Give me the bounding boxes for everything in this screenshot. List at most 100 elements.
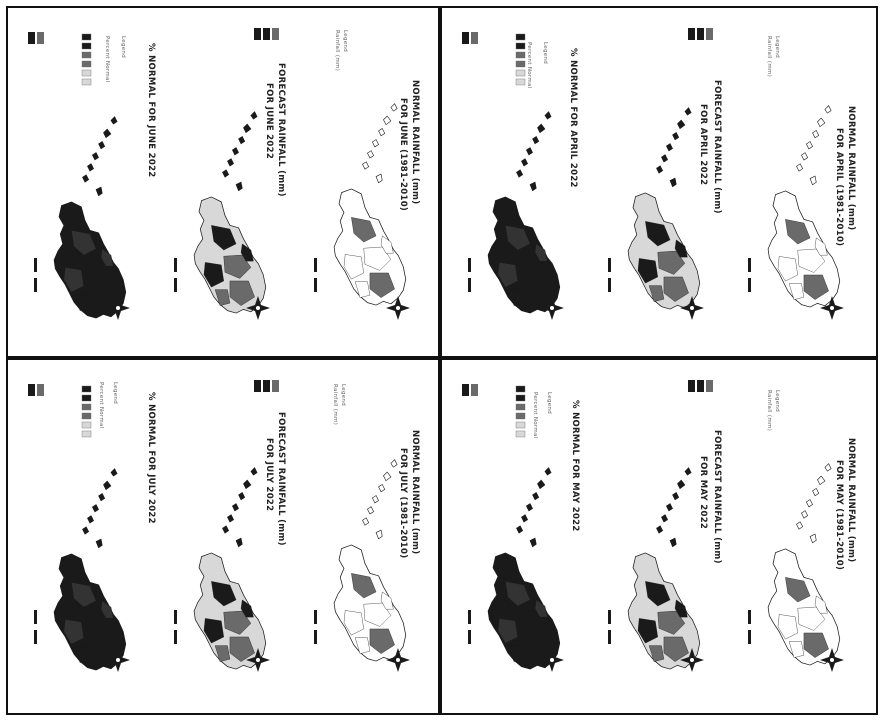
island-shape bbox=[227, 158, 235, 167]
district-shape bbox=[74, 294, 91, 311]
island-shape bbox=[375, 529, 383, 540]
legend-swatches bbox=[81, 33, 92, 86]
scale-bar bbox=[748, 610, 751, 644]
island-shape bbox=[805, 499, 813, 508]
island-shape bbox=[669, 177, 677, 188]
scale-bar bbox=[748, 258, 751, 292]
legend-swatches bbox=[515, 385, 526, 438]
island-shape bbox=[362, 517, 370, 526]
district-shape bbox=[814, 595, 828, 614]
legend-rainfall-label: Rainfall (mm) bbox=[766, 390, 772, 432]
island-shape bbox=[238, 491, 246, 501]
scale-bar bbox=[34, 610, 37, 644]
district-shape bbox=[534, 243, 548, 262]
district-shape bbox=[657, 610, 686, 635]
island-shape bbox=[87, 515, 95, 524]
district-shape bbox=[83, 611, 112, 636]
island-shape bbox=[809, 175, 817, 186]
normal-rainfall-map bbox=[767, 463, 841, 666]
district-shape bbox=[508, 289, 525, 306]
legend-title-2: Legend bbox=[774, 36, 780, 59]
forecast-rainfall-map bbox=[193, 111, 267, 314]
island-shape bbox=[91, 504, 99, 513]
legend-percent-label: Percent Normal bbox=[532, 392, 538, 439]
district-shape bbox=[497, 618, 518, 644]
normal-rainfall-map bbox=[333, 103, 407, 306]
island-shape bbox=[525, 503, 533, 512]
island-shape bbox=[684, 467, 692, 476]
district-shape bbox=[240, 599, 254, 618]
percent-normal-map bbox=[53, 468, 127, 671]
island-shape bbox=[362, 161, 370, 170]
island-shape bbox=[516, 525, 524, 534]
legend-rainfall-label: Rainfall (mm) bbox=[766, 36, 772, 78]
district-shape bbox=[240, 243, 254, 262]
percent-normal-map bbox=[487, 111, 561, 314]
district-shape bbox=[777, 256, 798, 282]
island-shape bbox=[243, 123, 252, 134]
district-shape bbox=[343, 254, 364, 280]
scale-bar bbox=[314, 610, 317, 644]
district-shape bbox=[71, 582, 97, 608]
legend-swatches bbox=[515, 33, 526, 86]
island-shape bbox=[235, 181, 243, 192]
north-arrow-icon bbox=[680, 296, 704, 320]
legend-class-blocks-percent bbox=[462, 32, 478, 44]
scale-bar bbox=[314, 258, 317, 292]
island-shape bbox=[371, 495, 379, 504]
district-shape bbox=[785, 577, 811, 603]
percent-normal-map bbox=[487, 467, 561, 670]
island-shape bbox=[801, 510, 809, 519]
island-shape bbox=[238, 135, 246, 145]
legend-class-blocks bbox=[254, 380, 279, 392]
district-shape bbox=[505, 581, 531, 607]
panel-april: % NORMAL FOR APRIL 2022 FORECAST RAINFAL… bbox=[440, 6, 878, 358]
north-arrow-icon bbox=[540, 648, 564, 672]
district-shape bbox=[523, 280, 549, 306]
district-shape bbox=[803, 274, 829, 300]
district-shape bbox=[229, 280, 255, 306]
island-shape bbox=[669, 537, 677, 548]
legend-title-2: Legend bbox=[340, 384, 346, 407]
district-shape bbox=[517, 610, 546, 635]
island-shape bbox=[532, 135, 540, 145]
district-shape bbox=[663, 636, 689, 662]
district-shape bbox=[351, 217, 377, 243]
island-shape bbox=[812, 129, 820, 139]
panel-may: % NORMAL FOR MAY 2022 FORECAST RAINFALL … bbox=[440, 358, 878, 715]
island-shape bbox=[812, 487, 820, 497]
island-shape bbox=[672, 131, 680, 141]
district-shape bbox=[63, 267, 84, 293]
legend-percent-label: Percent Normal bbox=[98, 382, 104, 429]
island-shape bbox=[677, 479, 686, 490]
district-shape bbox=[657, 250, 686, 275]
legend-percent-label: Percent Normal bbox=[104, 36, 110, 83]
north-arrow-icon bbox=[106, 296, 130, 320]
district-shape bbox=[74, 646, 91, 663]
island-shape bbox=[661, 154, 669, 163]
district-shape bbox=[214, 289, 231, 306]
island-shape bbox=[684, 107, 692, 116]
island-shape bbox=[110, 116, 118, 125]
district-shape bbox=[211, 225, 237, 251]
island-shape bbox=[521, 158, 529, 167]
normal-rainfall-map bbox=[333, 459, 407, 662]
district-shape bbox=[505, 225, 531, 251]
island-shape bbox=[817, 475, 826, 486]
island-shape bbox=[656, 165, 664, 174]
district-shape bbox=[223, 254, 252, 279]
scale-bar bbox=[608, 258, 611, 292]
panel-july: % NORMAL FOR JULY 2022 FORECAST RAINFALL… bbox=[6, 358, 440, 715]
district-shape bbox=[363, 246, 392, 271]
north-arrow-icon bbox=[820, 296, 844, 320]
district-shape bbox=[648, 285, 665, 302]
island-shape bbox=[390, 459, 398, 468]
island-shape bbox=[250, 467, 258, 476]
island-shape bbox=[544, 467, 552, 476]
island-shape bbox=[529, 537, 537, 548]
island-shape bbox=[532, 491, 540, 501]
legend-class-blocks-percent bbox=[28, 32, 44, 44]
district-shape bbox=[663, 276, 689, 302]
legend-title: Legend bbox=[542, 42, 548, 65]
percent-normal-map bbox=[53, 116, 127, 319]
